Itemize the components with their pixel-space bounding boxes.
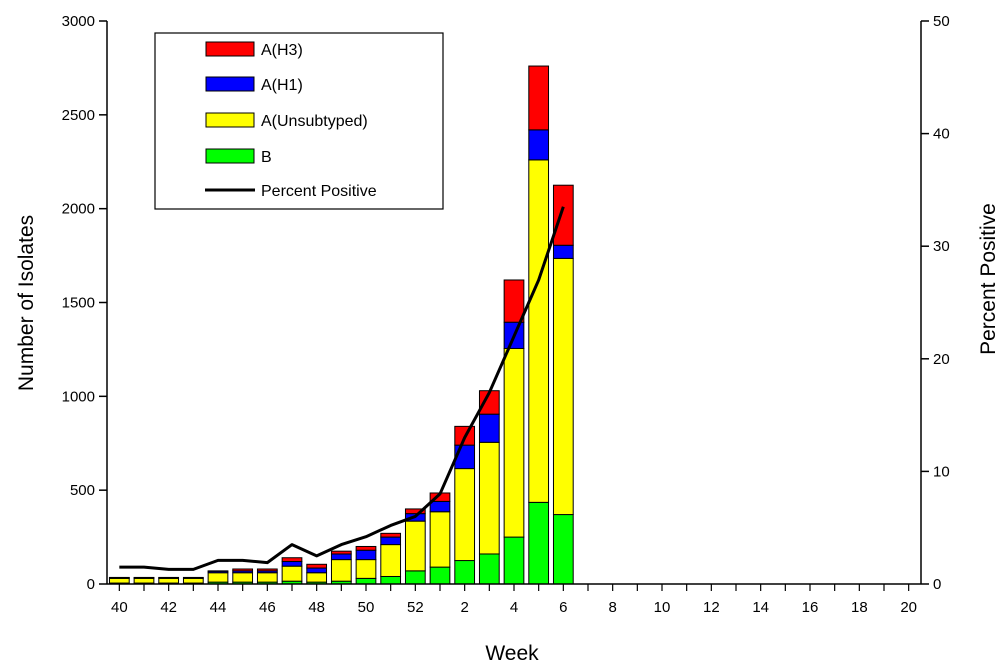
bar-A(H1)-week-47 (281, 560, 303, 567)
legend-swatch (205, 112, 255, 128)
bar-A(H1)-week-50 (355, 549, 377, 561)
y-tick-label: 2000 (62, 201, 95, 218)
bar-A(Unsubtyped)-week-1 (429, 511, 451, 568)
bar-A(Unsubtyped)-week-3 (478, 441, 500, 555)
bar-A(H3)-week-6 (552, 184, 574, 246)
y-tick-label: 500 (70, 482, 95, 499)
bar-B-week-2 (454, 560, 476, 585)
bar-A(Unsubtyped)-week-51 (380, 544, 402, 577)
y-tick-label: 1000 (62, 388, 95, 405)
bar-A(Unsubtyped)-week-49 (330, 559, 352, 582)
bar-A(Unsubtyped)-week-5 (528, 159, 550, 503)
x-tick-label: 2 (460, 599, 468, 616)
bar-A(H1)-week-1 (429, 500, 451, 513)
bar-A(Unsubtyped)-week-52 (404, 520, 426, 572)
y-axis-label: Number of Isolates (15, 215, 38, 391)
x-tick-label: 8 (608, 599, 616, 616)
bar-A(H3)-week-5 (528, 65, 550, 131)
x-axis-label: Week (485, 642, 539, 664)
y2-tick-label: 40 (933, 126, 950, 143)
bar-A(Unsubtyped)-week-46 (256, 572, 278, 583)
bar-A(Unsubtyped)-week-2 (454, 468, 476, 562)
bar-B-week-6 (552, 514, 574, 585)
legend-swatch (205, 148, 255, 164)
legend-box (154, 32, 444, 210)
legend-label: A(H1) (261, 77, 303, 94)
bar-A(H1)-week-5 (528, 129, 550, 161)
bar-A(H1)-week-3 (478, 413, 500, 443)
y2-tick-label: 10 (933, 463, 950, 480)
bar-A(H3)-week-49 (330, 550, 352, 555)
y-tick-label: 0 (87, 576, 95, 593)
bar-A(H3)-week-47 (281, 557, 303, 562)
legend-label: A(Unsubtyped) (261, 113, 368, 130)
line-layer (119, 206, 565, 571)
legend-swatch (205, 41, 255, 57)
bar-A(Unsubtyped)-week-48 (306, 572, 328, 583)
bar-A(H3)-week-48 (306, 563, 328, 569)
y-tick-label: 2500 (62, 107, 95, 124)
bar-A(Unsubtyped)-week-43 (182, 577, 204, 584)
x-tick-label: 12 (703, 599, 720, 616)
y-tick-label: 1500 (62, 295, 95, 312)
bar-A(H1)-week-48 (306, 567, 328, 574)
bar-A(Unsubtyped)-week-45 (232, 572, 254, 583)
bar-A(Unsubtyped)-week-4 (503, 347, 525, 538)
bar-B-week-3 (478, 553, 500, 585)
bar-B-week-4 (503, 536, 525, 585)
bar-A(Unsubtyped)-week-47 (281, 565, 303, 582)
x-tick-label: 46 (259, 599, 276, 616)
x-tick-label: 50 (358, 599, 375, 616)
bar-B-week-52 (404, 570, 426, 585)
y-tick-label: 3000 (62, 13, 95, 30)
bar-A(H1)-week-49 (330, 553, 352, 561)
x-tick-label: 42 (160, 599, 177, 616)
bar-A(Unsubtyped)-week-42 (158, 577, 180, 584)
x-tick-label: 20 (900, 599, 917, 616)
bar-A(H3)-week-4 (503, 279, 525, 323)
y2-tick-label: 20 (933, 351, 950, 368)
bar-A(H3)-week-45 (232, 568, 254, 572)
y2-tick-label: 50 (933, 13, 950, 30)
x-tick-label: 4 (510, 599, 518, 616)
bar-A(H3)-week-52 (404, 508, 426, 515)
legend-label: A(H3) (261, 42, 303, 59)
x-tick-label: 10 (654, 599, 671, 616)
bar-A(H3)-week-51 (380, 532, 402, 538)
bar-B-week-5 (528, 501, 550, 585)
bar-B-week-1 (429, 566, 451, 585)
y2-tick-label: 0 (933, 576, 941, 593)
bar-A(H3)-week-46 (256, 568, 278, 572)
bar-A(Unsubtyped)-week-41 (133, 577, 155, 584)
bar-A(Unsubtyped)-week-50 (355, 559, 377, 579)
legend: A(H3) A(H1) A(Unsubtyped) B Percent Positive (154, 32, 444, 210)
bar-B-week-51 (380, 575, 402, 585)
y2-axis-label: Percent Positive (977, 203, 998, 355)
legend-label: Percent Positive (261, 183, 377, 200)
x-tick-label: 14 (752, 599, 769, 616)
x-tick-label: 44 (210, 599, 227, 616)
legend-swatch (205, 76, 255, 92)
percent-positive-line (119, 206, 565, 571)
y2-tick-label: 30 (933, 238, 950, 255)
x-tick-label: 16 (802, 599, 819, 616)
bar-A(Unsubtyped)-week-6 (552, 257, 574, 516)
bar-B-week-50 (355, 577, 377, 585)
bar-A(H1)-week-51 (380, 536, 402, 546)
x-tick-label: 48 (308, 599, 325, 616)
x-tick-label: 18 (851, 599, 868, 616)
bars-layer (108, 65, 574, 585)
x-tick-label: 52 (407, 599, 424, 616)
bar-A(Unsubtyped)-week-44 (207, 572, 229, 583)
x-tick-label: 6 (559, 599, 567, 616)
bar-A(Unsubtyped)-week-40 (108, 577, 130, 584)
bar-A(H1)-week-6 (552, 244, 574, 259)
bar-A(H3)-week-50 (355, 545, 377, 551)
legend-label: B (261, 149, 272, 166)
x-tick-label: 40 (111, 599, 128, 616)
